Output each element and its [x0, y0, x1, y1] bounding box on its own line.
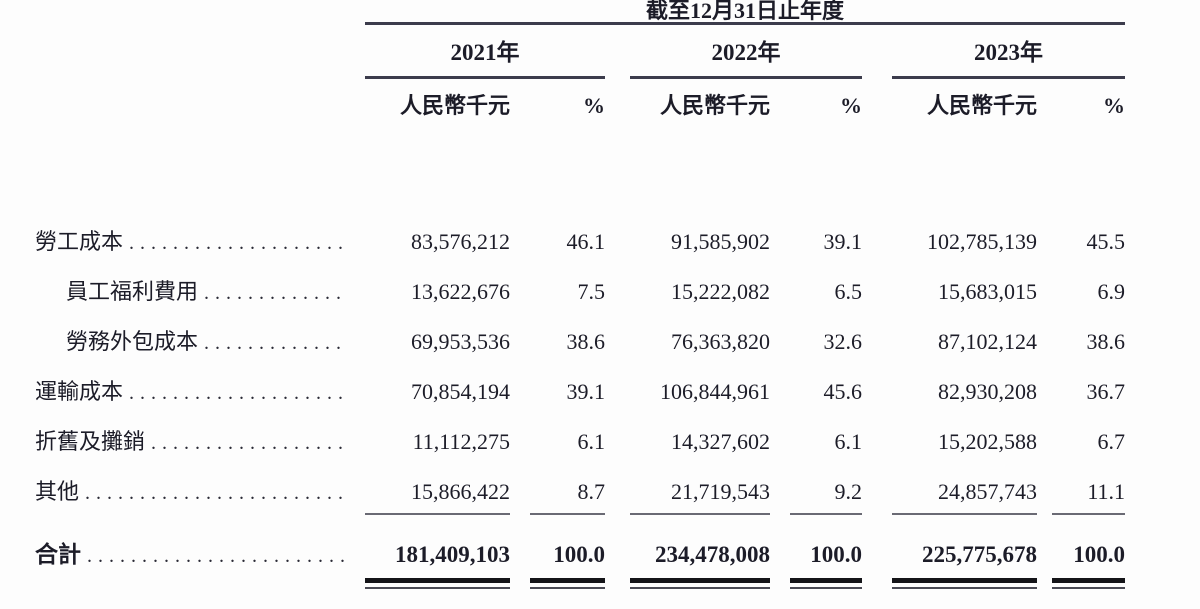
percent-header-2022: %: [840, 93, 862, 118]
year-header-row: 2021年 2022年 2023年: [0, 23, 1200, 79]
double-rule-segment: [630, 572, 770, 589]
dot-leader: [81, 546, 345, 566]
percent-2023: 6.7: [1097, 429, 1126, 454]
amount-2021: 70,854,194: [411, 379, 510, 404]
table-row-labour-outsourcing: 勞務外包成本 69,953,536 38.6 76,363,820 32.6 8…: [0, 311, 1200, 361]
amount-2021: 11,112,275: [412, 429, 510, 454]
amount-2022: 14,327,602: [671, 429, 770, 454]
total-amount-2022: 234,478,008: [655, 542, 770, 567]
row-label: 勞工成本: [35, 229, 124, 254]
total-percent-2022: 100.0: [810, 542, 862, 567]
subtotal-rule-row: [0, 511, 1200, 516]
dot-leader: [198, 283, 345, 303]
percent-header-2023: %: [1103, 93, 1126, 118]
subheader-row: 人民幣千元 % 人民幣千元 % 人民幣千元 %: [0, 78, 1200, 124]
total-amount-2021: 181,409,103: [395, 542, 510, 567]
year-header-2021: 2021年: [365, 23, 605, 79]
row-label: 運輸成本: [35, 379, 124, 404]
table-row-transportation-cost: 運輸成本 70,854,194 39.1 106,844,961 45.6 82…: [0, 361, 1200, 411]
row-label: 折舊及攤銷: [35, 429, 146, 454]
amount-2023: 102,785,139: [927, 229, 1037, 254]
amount-2022: 15,222,082: [671, 279, 770, 304]
percent-2022: 9.2: [834, 479, 863, 504]
amount-2023: 15,202,588: [938, 429, 1037, 454]
amount-2023: 15,683,015: [938, 279, 1037, 304]
amount-2022: 21,719,543: [671, 479, 770, 504]
percent-2022: 6.1: [834, 429, 863, 454]
year-header-2023: 2023年: [892, 23, 1126, 79]
percent-2021: 46.1: [566, 229, 606, 254]
double-rule-segment: [790, 572, 862, 589]
dot-leader: [123, 383, 345, 403]
spacer-row: [0, 123, 1200, 211]
table-row-others: 其他 15,866,422 8.7 21,719,543 9.2 24,857,…: [0, 461, 1200, 511]
row-label: 其他: [35, 479, 80, 504]
table-row-total: 合計 181,409,103 100.0 234,478,008 100.0 2…: [0, 516, 1200, 572]
amount-header-2023: 人民幣千元: [926, 93, 1037, 118]
percent-2023: 11.1: [1087, 479, 1126, 504]
dot-leader: [123, 233, 345, 253]
percent-header-2021: %: [583, 93, 605, 118]
amount-2022: 106,844,961: [660, 379, 770, 404]
rule-segment: [892, 511, 1037, 516]
dot-leader: [145, 433, 345, 453]
rule-segment: [365, 511, 510, 516]
total-percent-2021: 100.0: [553, 542, 605, 567]
percent-2021: 7.5: [577, 279, 606, 304]
amount-2021: 15,866,422: [411, 479, 510, 504]
percent-2023: 6.9: [1097, 279, 1126, 304]
rule-segment: [790, 511, 862, 516]
rule-segment: [530, 511, 605, 516]
dot-leader: [198, 333, 345, 353]
total-double-rule-row: [0, 572, 1200, 589]
percent-2022: 32.6: [823, 329, 863, 354]
amount-2023: 87,102,124: [938, 329, 1037, 354]
percent-2022: 45.6: [823, 379, 863, 404]
percent-2021: 38.6: [566, 329, 606, 354]
dot-leader: [79, 483, 345, 503]
amount-2021: 69,953,536: [411, 329, 510, 354]
period-header: 截至12月31日止年度: [365, 0, 1126, 25]
year-header-2022: 2022年: [630, 23, 862, 79]
table-row-employee-welfare: 員工福利費用 13,622,676 7.5 15,222,082 6.5 15,…: [0, 261, 1200, 311]
row-label: 員工福利費用: [66, 279, 199, 304]
percent-2022: 39.1: [823, 229, 863, 254]
amount-2022: 76,363,820: [671, 329, 770, 354]
amount-header-2022: 人民幣千元: [659, 93, 770, 118]
total-amount-2023: 225,775,678: [922, 542, 1037, 567]
cost-breakdown-table: 截至12月31日止年度 2021年 2022年 2023年 人民幣千元 % 人民…: [0, 0, 1200, 589]
row-label: 勞務外包成本: [66, 329, 199, 354]
double-rule-segment: [365, 572, 510, 589]
double-rule-segment: [892, 572, 1037, 589]
percent-2023: 36.7: [1086, 379, 1126, 404]
amount-2022: 91,585,902: [671, 229, 770, 254]
percent-2021: 8.7: [577, 479, 606, 504]
table-row-depreciation-amortisation: 折舊及攤銷 11,112,275 6.1 14,327,602 6.1 15,2…: [0, 411, 1200, 461]
rule-segment: [630, 511, 770, 516]
percent-2022: 6.5: [834, 279, 863, 304]
amount-2021: 13,622,676: [411, 279, 510, 304]
period-header-row: 截至12月31日止年度: [0, 0, 1200, 25]
amount-2023: 24,857,743: [938, 479, 1037, 504]
amount-header-2021: 人民幣千元: [399, 93, 510, 118]
double-rule-segment: [1052, 572, 1126, 589]
rule-segment: [1052, 511, 1126, 516]
total-label: 合計: [35, 542, 81, 567]
total-percent-2023: 100.0: [1073, 542, 1126, 567]
amount-2023: 82,930,208: [938, 379, 1037, 404]
table-row-labour-cost: 勞工成本 83,576,212 46.1 91,585,902 39.1 102…: [0, 211, 1200, 261]
amount-2021: 83,576,212: [411, 229, 510, 254]
percent-2023: 45.5: [1086, 229, 1126, 254]
percent-2021: 6.1: [577, 429, 606, 454]
percent-2021: 39.1: [566, 379, 606, 404]
double-rule-segment: [530, 572, 605, 589]
percent-2023: 38.6: [1086, 329, 1126, 354]
